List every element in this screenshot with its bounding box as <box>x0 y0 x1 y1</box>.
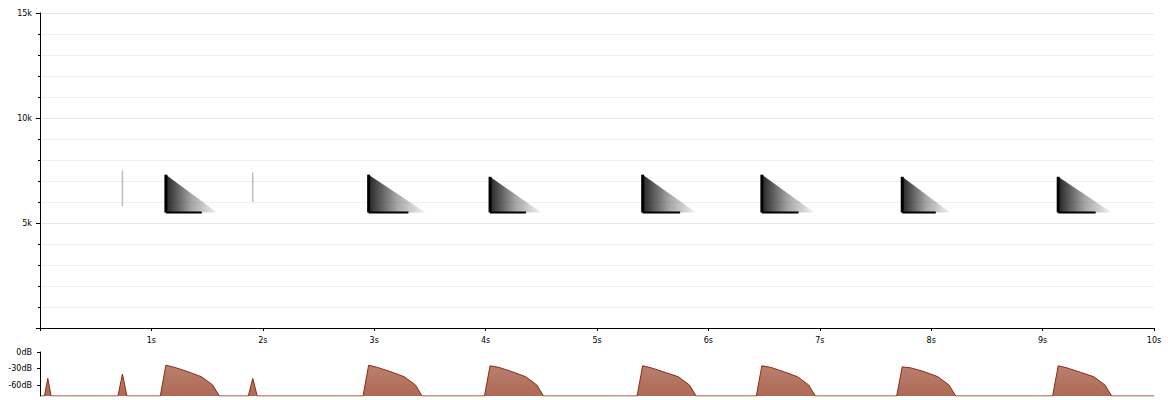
svg-text:10s: 10s <box>1147 336 1161 345</box>
svg-text:5s: 5s <box>592 336 601 345</box>
svg-text:-60dB: -60dB <box>8 381 32 390</box>
svg-text:5k: 5k <box>22 219 32 228</box>
svg-text:0dB: 0dB <box>16 348 32 357</box>
svg-text:3s: 3s <box>370 336 379 345</box>
svg-text:15k: 15k <box>17 9 32 18</box>
svg-text:8s: 8s <box>927 336 936 345</box>
svg-text:-30dB: -30dB <box>8 364 32 373</box>
svg-text:9s: 9s <box>1038 336 1047 345</box>
svg-text:7s: 7s <box>815 336 824 345</box>
svg-text:10k: 10k <box>17 114 32 123</box>
svg-text:1s: 1s <box>147 336 156 345</box>
svg-text:2s: 2s <box>258 336 267 345</box>
svg-text:4s: 4s <box>481 336 490 345</box>
svg-text:6s: 6s <box>704 336 713 345</box>
